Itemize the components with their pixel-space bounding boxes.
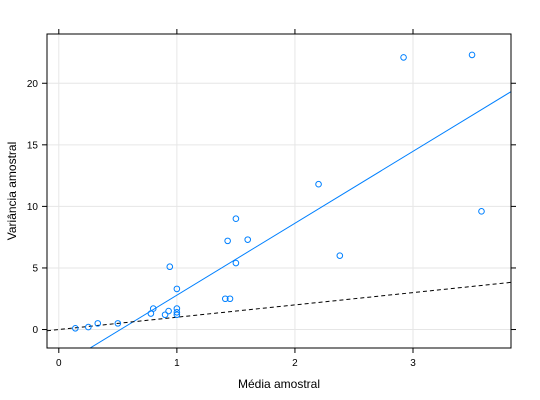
x-tick-label-3: 3 xyxy=(410,358,416,369)
data-point-21 xyxy=(400,54,407,61)
y-axis-label: Variância amostral xyxy=(5,142,19,240)
axis-tick-labels: 0 1 2 3 0 5 10 15 20 xyxy=(27,79,416,369)
data-point-14 xyxy=(224,237,231,245)
y-tick-label-2: 10 xyxy=(27,202,39,213)
y-tick-label-4: 20 xyxy=(27,79,39,90)
plot-frame xyxy=(46,33,512,349)
fit-line xyxy=(89,91,511,348)
data-point-12 xyxy=(173,285,181,293)
reference-line xyxy=(47,281,511,332)
x-axis-label: Média amostral xyxy=(238,377,320,391)
y-tick-label-3: 15 xyxy=(27,140,39,151)
data-point-3 xyxy=(114,320,122,327)
data-point-23 xyxy=(478,208,485,215)
regression-lines xyxy=(47,91,511,348)
data-point-6 xyxy=(161,311,169,319)
data-points xyxy=(72,51,485,332)
data-point-15 xyxy=(226,295,234,303)
data-point-2 xyxy=(94,320,102,327)
grid xyxy=(47,34,511,348)
data-point-0 xyxy=(72,324,79,332)
x-tick-label-2: 2 xyxy=(292,358,298,369)
data-point-7 xyxy=(165,307,172,315)
data-point-5 xyxy=(149,305,157,312)
data-point-20 xyxy=(336,252,344,259)
x-tick-label-1: 1 xyxy=(174,358,180,369)
data-point-13 xyxy=(221,295,229,303)
axis-ticks xyxy=(42,29,516,353)
data-point-18 xyxy=(244,236,252,243)
data-point-17 xyxy=(232,215,240,223)
y-tick-label-0: 0 xyxy=(32,325,38,336)
data-point-16 xyxy=(232,259,240,267)
data-point-1 xyxy=(85,323,92,331)
data-point-19 xyxy=(315,180,322,188)
data-point-8 xyxy=(166,263,174,271)
data-point-11 xyxy=(173,305,181,312)
y-tick-label-1: 5 xyxy=(32,263,38,274)
x-tick-label-0: 0 xyxy=(56,358,62,369)
data-point-22 xyxy=(468,51,476,59)
data-point-9 xyxy=(173,311,181,319)
data-point-10 xyxy=(173,308,181,316)
